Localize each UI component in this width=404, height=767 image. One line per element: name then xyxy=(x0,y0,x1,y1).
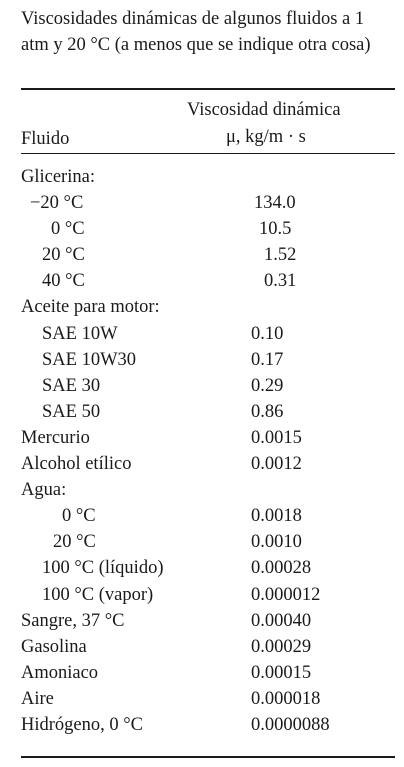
row-fluid-name: Aire xyxy=(21,688,54,709)
row-fluid-name: 20 °C xyxy=(42,245,85,266)
row-fluid-name: SAE 10W xyxy=(42,323,118,344)
row-viscosity-value: 1.52 xyxy=(264,245,297,266)
row-fluid-name: 40 °C xyxy=(42,271,85,292)
row-fluid-name: 0 °C xyxy=(62,506,96,527)
row-viscosity-value: 0.00040 xyxy=(251,610,312,631)
row-viscosity-value: 0.00015 xyxy=(251,662,312,683)
row-fluid-name: 0 °C xyxy=(51,219,85,240)
table-row: −20 °C 134.0 xyxy=(21,190,395,216)
table-row: 20 °C 0.0010 xyxy=(21,529,395,555)
table-row: 100 °C (líquido) 0.00028 xyxy=(21,555,395,581)
table-row: Amoniaco 0.00015 xyxy=(21,660,395,686)
row-fluid-name: 20 °C xyxy=(53,532,96,553)
row-fluid-name: −20 °C xyxy=(30,193,84,214)
row-viscosity-value: 0.00028 xyxy=(251,558,312,579)
header-viscosity-label: Viscosidad dinámica xyxy=(187,100,341,120)
row-viscosity-value: 0.0012 xyxy=(251,454,302,475)
row-fluid-name: Gasolina xyxy=(21,636,87,657)
row-viscosity-value: 0.0018 xyxy=(251,506,302,527)
table-row: Agua: xyxy=(21,477,395,503)
table-row: 20 °C 1.52 xyxy=(21,242,395,268)
table-row: Alcohol etílico 0.0012 xyxy=(21,451,395,477)
row-viscosity-value: 0.0000088 xyxy=(251,714,330,735)
table-row: SAE 30 0.29 xyxy=(21,373,395,399)
row-viscosity-value: 10.5 xyxy=(259,219,292,240)
row-fluid-name: Mercurio xyxy=(21,427,90,448)
row-viscosity-value: 0.10 xyxy=(251,323,284,344)
row-viscosity-value: 0.86 xyxy=(251,401,284,422)
row-viscosity-value: 0.17 xyxy=(251,349,284,370)
row-fluid-name: SAE 50 xyxy=(42,401,101,422)
table-row: Sangre, 37 °C 0.00040 xyxy=(21,608,395,634)
header-viscosity-unit: μ, kg/m · s xyxy=(226,127,306,147)
table-row: Glicerina: xyxy=(21,164,395,190)
row-viscosity-value: 0.0015 xyxy=(251,427,302,448)
top-rule xyxy=(21,88,395,90)
row-fluid-name: Glicerina: xyxy=(21,167,95,187)
table-row: Mercurio 0.0015 xyxy=(21,425,395,451)
row-viscosity-value: 0.00029 xyxy=(251,636,312,657)
row-viscosity-value: 0.000012 xyxy=(251,584,321,605)
table-row: 40 °C 0.31 xyxy=(21,268,395,294)
table-row: 0 °C 10.5 xyxy=(21,216,395,242)
bottom-rule xyxy=(21,756,395,758)
table-row: Hidrógeno, 0 °C 0.0000088 xyxy=(21,712,395,738)
table-row: 100 °C (vapor) 0.000012 xyxy=(21,582,395,608)
table-row: Gasolina 0.00029 xyxy=(21,634,395,660)
row-fluid-name: Amoniaco xyxy=(21,662,99,683)
table-body: Glicerina: −20 °C 134.0 0 °C 10.5 20 °C … xyxy=(21,164,395,738)
row-viscosity-value: 0.000018 xyxy=(251,688,321,709)
header-fluid-label: Fluido xyxy=(21,129,70,149)
row-fluid-name: SAE 30 xyxy=(42,375,101,396)
table-row: SAE 50 0.86 xyxy=(21,399,395,425)
table-row: Aceite para motor: xyxy=(21,294,395,320)
row-viscosity-value: 0.31 xyxy=(264,271,297,292)
table-caption: Viscosidades dinámicas de algunos fluido… xyxy=(21,9,371,55)
row-fluid-name: Sangre, 37 °C xyxy=(21,610,125,631)
row-viscosity-value: 0.0010 xyxy=(251,532,302,553)
row-fluid-name: SAE 10W30 xyxy=(42,349,137,370)
row-fluid-name: Aceite para motor: xyxy=(21,297,160,318)
row-fluid-name: 100 °C (líquido) xyxy=(42,558,164,579)
header-rule xyxy=(21,153,395,154)
row-fluid-name: Hidrógeno, 0 °C xyxy=(21,714,143,735)
row-viscosity-value: 0.29 xyxy=(251,375,284,396)
row-fluid-name: 100 °C (vapor) xyxy=(42,584,154,605)
table-row: SAE 10W 0.10 xyxy=(21,321,395,347)
row-fluid-name: Agua: xyxy=(21,480,67,501)
table-row: 0 °C 0.0018 xyxy=(21,503,395,529)
table-row: SAE 10W30 0.17 xyxy=(21,347,395,373)
table-row: Aire 0.000018 xyxy=(21,686,395,712)
row-viscosity-value: 134.0 xyxy=(254,193,296,214)
row-fluid-name: Alcohol etílico xyxy=(21,454,132,475)
